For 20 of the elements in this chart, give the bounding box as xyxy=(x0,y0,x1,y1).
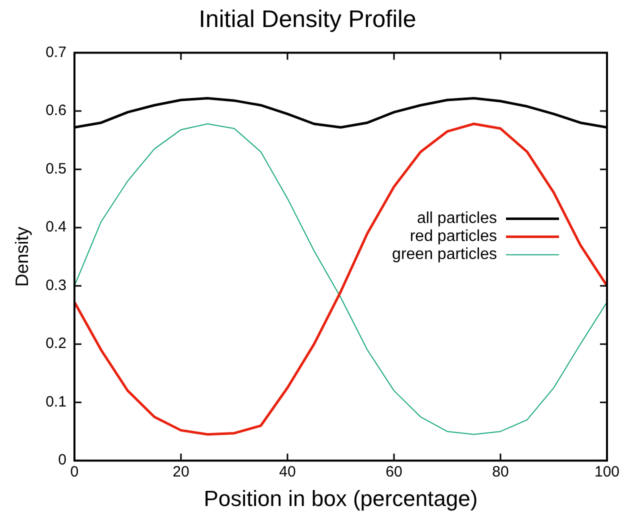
y-tick-label: 0.2 xyxy=(46,335,66,352)
x-axis-title: Position in box (percentage) xyxy=(204,486,478,511)
legend-label: all particles xyxy=(416,210,497,228)
x-tick-label: 0 xyxy=(70,464,79,481)
x-tick-label: 20 xyxy=(172,464,190,481)
y-tick-label: 0.6 xyxy=(46,102,66,120)
x-tick-label: 80 xyxy=(492,464,509,481)
y-tick-label: 0.4 xyxy=(46,218,66,236)
chart-title: Initial Density Profile xyxy=(198,6,416,34)
x-tick-label: 60 xyxy=(386,464,402,481)
y-tick-label: 0.3 xyxy=(46,276,66,294)
y-tick-label: 0.1 xyxy=(46,393,66,410)
x-tick-label: 100 xyxy=(594,464,620,481)
y-tick-label: 0.7 xyxy=(46,44,66,61)
x-tick-label: 40 xyxy=(279,464,296,481)
y-axis-title: Density xyxy=(12,226,32,287)
y-tick-label: 0.5 xyxy=(46,160,66,178)
y-tick-label: 0 xyxy=(58,452,66,469)
legend-label: red particles xyxy=(410,228,497,246)
legend-label: green particles xyxy=(392,246,497,264)
